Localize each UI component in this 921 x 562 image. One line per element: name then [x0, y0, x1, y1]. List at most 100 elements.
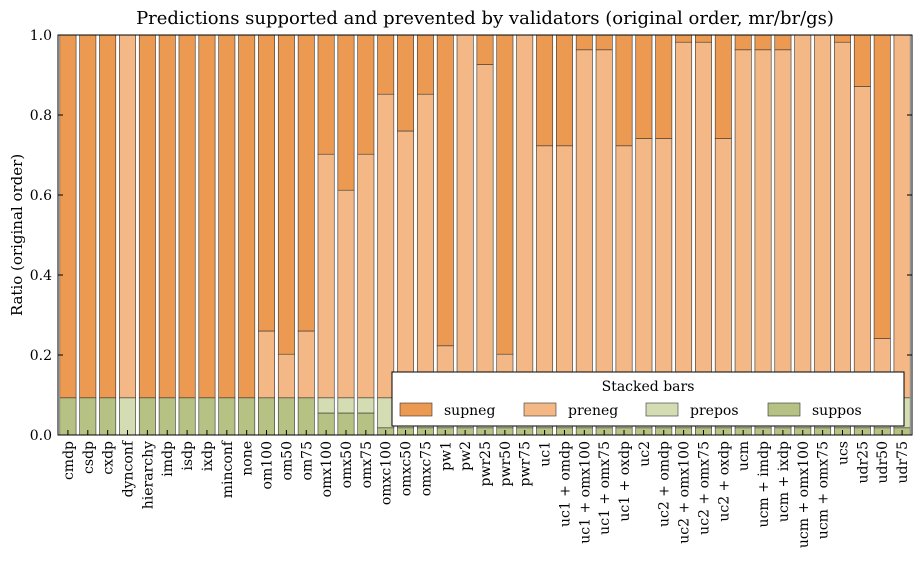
bar-segment-supneg — [397, 34, 415, 132]
legend-title: Stacked bars — [602, 379, 695, 395]
bar-segment-suppos — [178, 397, 196, 436]
bar-segment-suppos — [238, 397, 256, 436]
bar-segment-supneg — [178, 34, 196, 399]
x-tick-label: pwr50 — [498, 441, 514, 486]
bar-segment-supneg — [536, 34, 554, 147]
x-tick-label: cmdp — [61, 441, 77, 480]
x-tick-label: pwr25 — [478, 441, 494, 486]
bar-segment-supneg — [79, 34, 97, 399]
x-tick-label: csdp — [81, 441, 97, 474]
bar-segment-supneg — [99, 34, 117, 399]
y-ticks: 0.0 0.2 0.4 0.6 0.8 1.0 — [30, 28, 912, 444]
bar-segment-suppos — [297, 397, 315, 436]
legend: Stacked bars supneg preneg prepos suppos — [391, 371, 905, 427]
y-tick-label: 0.2 — [30, 348, 52, 364]
bar-segment-supneg — [595, 34, 613, 51]
bar-segment-suppos — [198, 397, 216, 436]
y-tick-label: 0.0 — [30, 428, 52, 444]
bar-segment-prepos — [119, 397, 136, 436]
x-tick-label: udr75 — [895, 441, 911, 484]
bar-segment-supneg — [734, 34, 752, 51]
bar-segment-supneg — [476, 34, 494, 65]
x-tick-label: omx75 — [359, 441, 375, 488]
bar-segment-suppos — [138, 397, 156, 436]
x-tick-label: pw1 — [438, 441, 454, 471]
bar-segment-preneg — [893, 34, 911, 399]
x-tick-label: uc2 + oxdp — [716, 441, 732, 522]
bar-segment-preneg — [377, 93, 395, 399]
x-tick-label: omx50 — [339, 441, 355, 488]
bar-segment-preneg — [258, 330, 275, 399]
bar-segment-supneg — [357, 34, 375, 155]
x-tick-label: om50 — [279, 441, 295, 481]
bar-segment-preneg — [456, 34, 474, 399]
bar-segment-preneg — [536, 145, 554, 399]
y-tick-label: 1.0 — [30, 28, 52, 44]
bar-segment-supneg — [337, 34, 355, 191]
bar-segment-preneg — [655, 138, 673, 399]
bar-segment-supneg — [714, 34, 732, 139]
legend-swatch-preneg — [523, 402, 557, 417]
bar-segment-supneg — [834, 34, 851, 43]
bar-segment-preneg — [814, 34, 832, 399]
bar-segment-prepos — [377, 397, 395, 429]
bar-segment-preneg — [595, 49, 613, 399]
legend-label-suppos: suppos — [812, 403, 862, 419]
bar-segment-supneg — [238, 34, 256, 399]
bar-segment-suppos — [218, 397, 236, 436]
bar-segment-supneg — [258, 34, 275, 332]
bar-segment-supneg — [555, 34, 573, 147]
bar-segment-supneg — [59, 34, 77, 399]
bar-segment-supneg — [615, 34, 633, 147]
bar-segment-preneg — [695, 41, 712, 399]
x-tick-label: udr25 — [855, 441, 871, 484]
bar-segment-suppos — [79, 397, 97, 436]
bar-segment-suppos — [158, 397, 176, 436]
x-tick-label: uc2 — [637, 441, 653, 467]
bar-segment-preneg — [119, 34, 136, 399]
bar-segment-preneg — [476, 64, 494, 399]
x-tick-label: uc1 + oxdp — [617, 441, 633, 522]
x-tick-label: uc1 — [538, 441, 554, 467]
x-tick-label: om75 — [299, 441, 315, 481]
bar-segment-preneg — [754, 49, 772, 399]
bar-segment-preneg — [774, 49, 792, 399]
bar-segment-preneg — [794, 34, 812, 399]
x-tick-label: none — [240, 441, 256, 476]
bar-segment-supneg — [774, 34, 792, 51]
legend-swatch-suppos — [767, 402, 801, 417]
bar-segment-suppos — [258, 397, 275, 436]
y-tick-label: 0.8 — [30, 108, 52, 124]
bar-segment-supneg — [635, 34, 653, 139]
bar-segment-preneg — [317, 153, 335, 399]
x-tick-label: om100 — [260, 441, 276, 489]
x-tick-label: ucm + ixdp — [776, 441, 792, 522]
x-tick-label: ucm + omx75 — [816, 441, 832, 539]
bar-segment-supneg — [496, 34, 514, 355]
x-tick-label: uc1 + omx100 — [577, 441, 593, 544]
legend-label-preneg: preneg — [568, 403, 618, 419]
bar-segment-suppos — [99, 397, 117, 436]
x-tick-label: imdp — [160, 441, 176, 477]
y-tick-label: 0.4 — [30, 268, 52, 284]
bar-segment-supneg — [297, 34, 315, 332]
bar-segment-preneg — [516, 34, 534, 399]
x-tick-label: ucm + imdp — [756, 441, 772, 527]
x-tick-label: minconf — [220, 439, 236, 498]
legend-label-prepos: prepos — [690, 403, 739, 419]
bar-segment-supneg — [436, 34, 454, 347]
x-tick-label: dynconf — [121, 439, 137, 497]
legend-swatch-supneg — [399, 402, 433, 417]
bar-segment-supneg — [754, 34, 772, 51]
x-tick-label: udr50 — [875, 441, 891, 484]
x-tick-label: isdp — [180, 441, 196, 471]
bar-segment-supneg — [277, 34, 295, 355]
bar-segment-supneg — [873, 34, 891, 339]
bar-segment-preneg — [297, 330, 315, 399]
bar-segment-supneg — [575, 34, 593, 51]
x-ticks: cmdp csdp cxdp dynconf hierarchy imdp isdp ixdp… — [61, 430, 911, 548]
bar-segment-preneg — [575, 49, 593, 399]
bar-segment-prepos — [337, 397, 355, 414]
bar-segment-preneg — [675, 41, 693, 399]
chart-title: Predictions supported and prevented by v… — [136, 8, 834, 29]
